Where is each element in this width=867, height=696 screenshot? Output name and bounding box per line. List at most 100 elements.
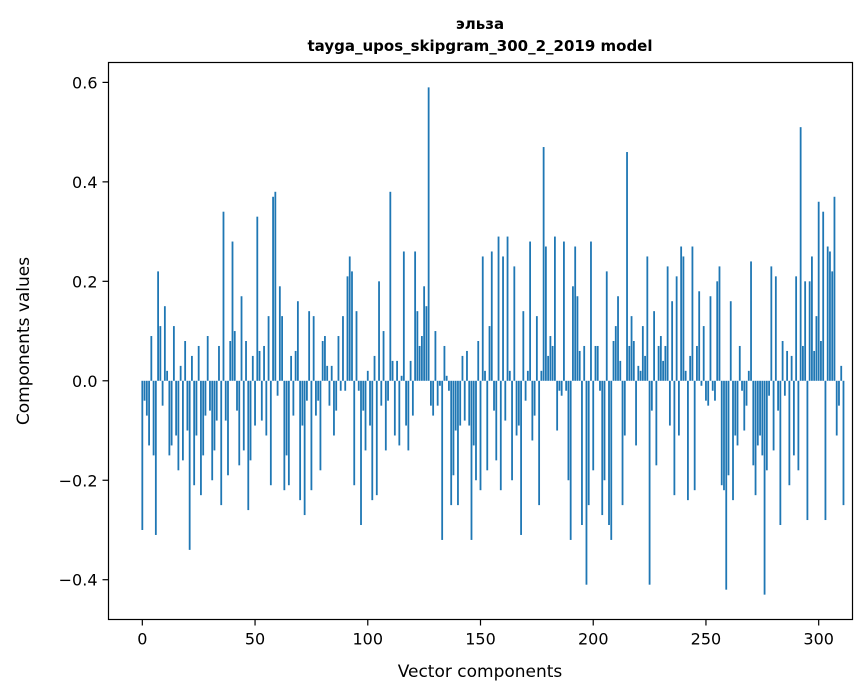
bar-270 [750,261,752,381]
bar-253 [711,380,714,391]
bar-55 [265,380,268,436]
bar-5 [152,380,155,456]
bar-141 [459,380,462,426]
bar-269 [747,370,750,381]
bar-137 [450,380,453,506]
bar-155 [490,251,493,381]
bar-43 [238,380,241,466]
bar-296 [808,281,811,381]
bar-146 [470,380,473,540]
bar-258 [723,380,725,491]
bar-300 [817,201,820,381]
bar-191 [572,286,574,381]
bar-190 [569,380,572,540]
bar-41 [233,331,236,381]
bar-277 [765,380,768,471]
bar-252 [709,296,712,381]
bar-299 [815,316,818,381]
bar-311 [842,380,845,506]
bar-24 [195,380,198,436]
bar-303 [824,380,827,521]
bar-263 [734,380,737,436]
bar-17 [179,365,182,381]
bar-2 [145,380,148,416]
bar-170 [524,380,527,401]
bar-202 [596,345,599,381]
bar-62 [281,316,283,381]
bar-206 [605,271,608,381]
bar-113 [396,360,398,381]
bar-0 [141,380,144,530]
bar-66 [290,355,293,381]
bar-98 [362,380,365,411]
bar-16 [177,380,180,471]
x-tick-label: 300 [803,630,834,649]
bar-157 [495,380,498,461]
bar-161 [504,380,507,421]
bar-244 [691,246,694,381]
bar-226 [650,380,653,411]
bar-264 [736,380,739,446]
bar-241 [684,370,687,381]
x-tick-label: 250 [691,630,722,649]
bar-107 [382,331,385,381]
bar-99 [364,380,367,451]
bar-87 [337,336,340,381]
bar-145 [468,380,471,426]
bar-78 [317,380,320,401]
y-tick-label: −0.2 [59,471,98,490]
bar-201 [594,345,597,381]
bar-291 [797,380,800,471]
bar-200 [592,380,595,471]
y-tick-label: 0.4 [72,173,97,192]
bar-96 [357,380,360,391]
y-axis-label: Components values [14,257,34,425]
bar-100 [366,370,369,381]
bar-218 [632,341,635,381]
bar-13 [170,380,173,446]
bar-175 [535,316,538,381]
bar-94 [353,380,356,486]
bar-52 [258,350,261,381]
bar-306 [831,271,834,381]
bar-298 [813,350,816,381]
bar-131 [436,380,439,406]
bar-250 [705,380,707,401]
bar-88 [339,380,342,391]
bar-275 [761,380,764,456]
plot-frame [107,61,854,621]
bar-153 [486,380,489,471]
bar-31 [211,380,214,481]
bar-47 [247,380,250,511]
bar-51 [256,216,259,381]
bar-86 [335,380,338,411]
bar-56 [267,316,270,381]
bar-25 [197,345,200,381]
bar-276 [763,380,766,595]
bar-254 [714,380,716,401]
bar-81 [324,336,326,381]
bar-148 [475,380,477,481]
bar-12 [168,380,171,456]
bar-209 [612,341,615,381]
bar-128 [430,380,432,406]
bar-65 [287,380,290,486]
bar-179 [544,246,547,381]
bar-231 [662,360,665,381]
bar-169 [522,311,525,381]
bar-125 [423,286,426,381]
bar-10 [163,306,166,381]
bar-210 [614,326,617,381]
bar-111 [391,360,394,381]
bar-82 [326,365,329,381]
bar-162 [506,236,509,381]
bar-85 [333,380,335,436]
bar-42 [236,380,238,411]
bar-39 [229,341,232,381]
bar-274 [759,380,761,436]
bar-77 [315,380,317,416]
bar-130 [434,331,437,381]
bar-273 [756,380,759,446]
bar-292 [799,127,802,381]
